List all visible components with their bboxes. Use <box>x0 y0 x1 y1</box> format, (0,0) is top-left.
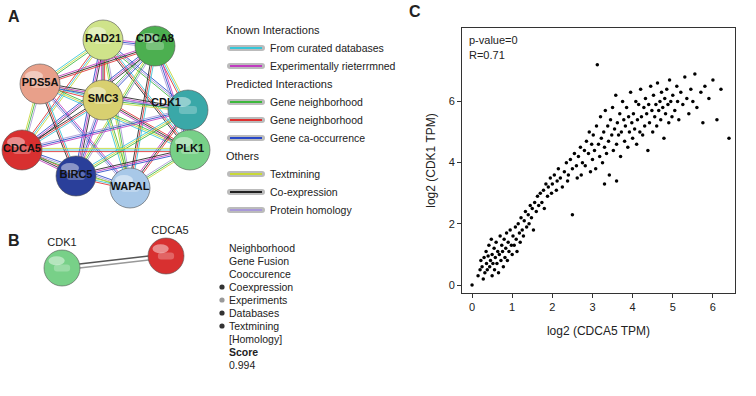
svg-text:PLK1: PLK1 <box>176 142 204 154</box>
svg-text:Textmining: Textmining <box>229 320 279 332</box>
svg-text:CDCA5: CDCA5 <box>151 224 188 236</box>
svg-text:CDCA8: CDCA8 <box>136 32 174 44</box>
svg-text:CDK1: CDK1 <box>47 236 76 248</box>
svg-text:CDK1: CDK1 <box>151 96 181 108</box>
svg-text:[Homology]: [Homology] <box>229 333 282 345</box>
svg-text:p-value=0: p-value=0 <box>469 34 518 46</box>
svg-text:4: 4 <box>449 156 455 168</box>
svg-text:Cooccurence: Cooccurence <box>229 268 291 280</box>
svg-text:R=0.71: R=0.71 <box>469 49 505 61</box>
svg-text:CDCA5: CDCA5 <box>3 142 41 154</box>
svg-text:5: 5 <box>670 301 676 313</box>
svg-text:SMC3: SMC3 <box>88 92 119 104</box>
svg-text:BIRC5: BIRC5 <box>59 168 92 180</box>
svg-text:3: 3 <box>589 301 595 313</box>
svg-text:1: 1 <box>509 301 515 313</box>
svg-text:B: B <box>8 232 20 249</box>
svg-text:From curated databases: From curated databases <box>270 42 384 54</box>
svg-text:Others: Others <box>226 150 260 162</box>
svg-text:6: 6 <box>710 301 716 313</box>
svg-text:Co-expression: Co-expression <box>270 186 338 198</box>
svg-text:C: C <box>409 3 421 20</box>
svg-text:RAD21: RAD21 <box>85 32 121 44</box>
svg-text:A: A <box>8 8 20 25</box>
svg-text:Known Interactions: Known Interactions <box>226 24 320 36</box>
svg-text:0.994: 0.994 <box>229 359 255 371</box>
svg-text:4: 4 <box>630 301 636 313</box>
svg-text:Gene neighborhood: Gene neighborhood <box>270 96 363 108</box>
svg-text:0: 0 <box>469 301 475 313</box>
svg-text:Neighborhood: Neighborhood <box>229 242 295 254</box>
svg-text:2: 2 <box>549 301 555 313</box>
svg-text:Protein homology: Protein homology <box>270 204 352 216</box>
svg-text:Gene ca-occurrence: Gene ca-occurrence <box>270 132 365 144</box>
svg-text:Predicted Interactions: Predicted Interactions <box>226 78 333 90</box>
svg-text:PDS5A: PDS5A <box>22 76 59 88</box>
svg-text:Experiments: Experiments <box>229 294 287 306</box>
svg-text:Gene Fusion: Gene Fusion <box>229 255 289 267</box>
svg-text:log2 (CDCA5 TPM): log2 (CDCA5 TPM) <box>547 324 650 338</box>
svg-text:2: 2 <box>449 218 455 230</box>
svg-text:6: 6 <box>449 95 455 107</box>
svg-text:Gene neighborhood: Gene neighborhood <box>270 114 363 126</box>
svg-text:Experimentally rieterrmned: Experimentally rieterrmned <box>270 60 396 72</box>
svg-text:0: 0 <box>449 279 455 291</box>
svg-text:Databases: Databases <box>229 307 279 319</box>
svg-text:Coexpression: Coexpression <box>229 281 293 293</box>
svg-text:Textmining: Textmining <box>270 168 320 180</box>
svg-text:Score: Score <box>229 346 258 358</box>
svg-text:WAPAL: WAPAL <box>111 180 150 192</box>
svg-text:log2 (CDK1 TPM): log2 (CDK1 TPM) <box>424 113 438 207</box>
